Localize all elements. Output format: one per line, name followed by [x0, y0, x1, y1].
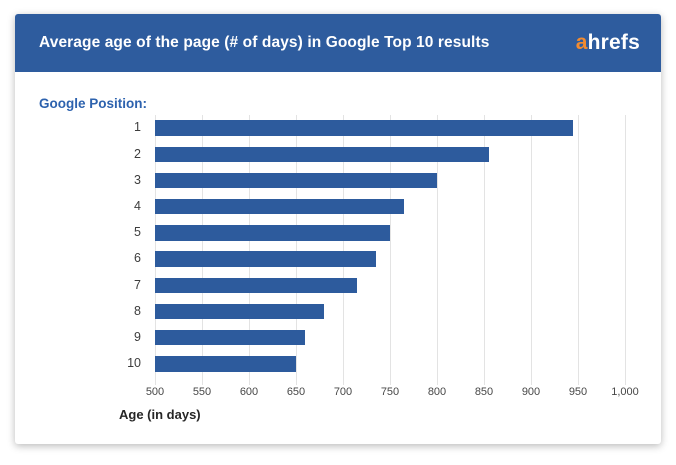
x-tick-label: 800 — [427, 386, 447, 398]
y-axis-title: Google Position: — [39, 96, 147, 111]
gridline — [484, 115, 485, 385]
category-label: 9 — [134, 330, 141, 344]
gridline — [578, 115, 579, 385]
bar-position-5 — [155, 225, 390, 241]
gridline — [343, 115, 344, 385]
x-tick-label: 600 — [239, 386, 259, 398]
ahrefs-logo-text: hrefs — [587, 31, 640, 54]
gridline — [155, 115, 156, 385]
ahrefs-logo: ahrefs — [576, 31, 640, 55]
gridline — [202, 115, 203, 385]
x-tick-label: 700 — [333, 386, 353, 398]
bar-position-8 — [155, 303, 325, 320]
x-tick-label: 650 — [286, 386, 306, 398]
category-label: 6 — [134, 251, 141, 266]
gridline — [437, 115, 438, 385]
gridline — [390, 115, 391, 385]
bar-position-2 — [155, 146, 489, 162]
x-tick-label: 1,000 — [611, 386, 639, 398]
x-axis-title: Age (in days) — [119, 407, 201, 422]
plot-area — [155, 115, 626, 385]
chart-card: Average age of the page (# of days) in G… — [15, 14, 661, 444]
gridline — [296, 115, 297, 385]
category-label: 5 — [134, 225, 141, 240]
bar-position-9 — [155, 329, 306, 346]
x-tick-label: 750 — [380, 386, 400, 398]
bar-position-7 — [155, 277, 358, 293]
category-label: 10 — [127, 356, 141, 371]
x-tick-label: 550 — [192, 386, 212, 398]
chart-header: Average age of the page (# of days) in G… — [15, 14, 661, 72]
bar-position-3 — [155, 172, 437, 189]
category-label: 2 — [134, 146, 141, 161]
x-tick-label: 850 — [474, 386, 494, 398]
category-label: 4 — [134, 198, 141, 213]
category-label: 7 — [134, 277, 141, 292]
x-tick-label: 500 — [145, 386, 165, 398]
x-tick-label: 900 — [521, 386, 541, 398]
bar-position-10 — [155, 356, 296, 372]
category-label: 3 — [134, 172, 141, 187]
gridline — [531, 115, 532, 385]
gridline — [625, 115, 626, 385]
gridline — [249, 115, 250, 385]
category-label: 8 — [134, 303, 141, 318]
category-label: 1 — [134, 120, 141, 135]
bar-position-1 — [155, 120, 574, 136]
bar-position-6 — [155, 251, 376, 267]
chart-title: Average age of the page (# of days) in G… — [39, 34, 490, 51]
bar-position-4 — [155, 198, 405, 215]
x-tick-label: 950 — [568, 386, 588, 398]
ahrefs-logo-accent-letter: a — [575, 31, 588, 54]
